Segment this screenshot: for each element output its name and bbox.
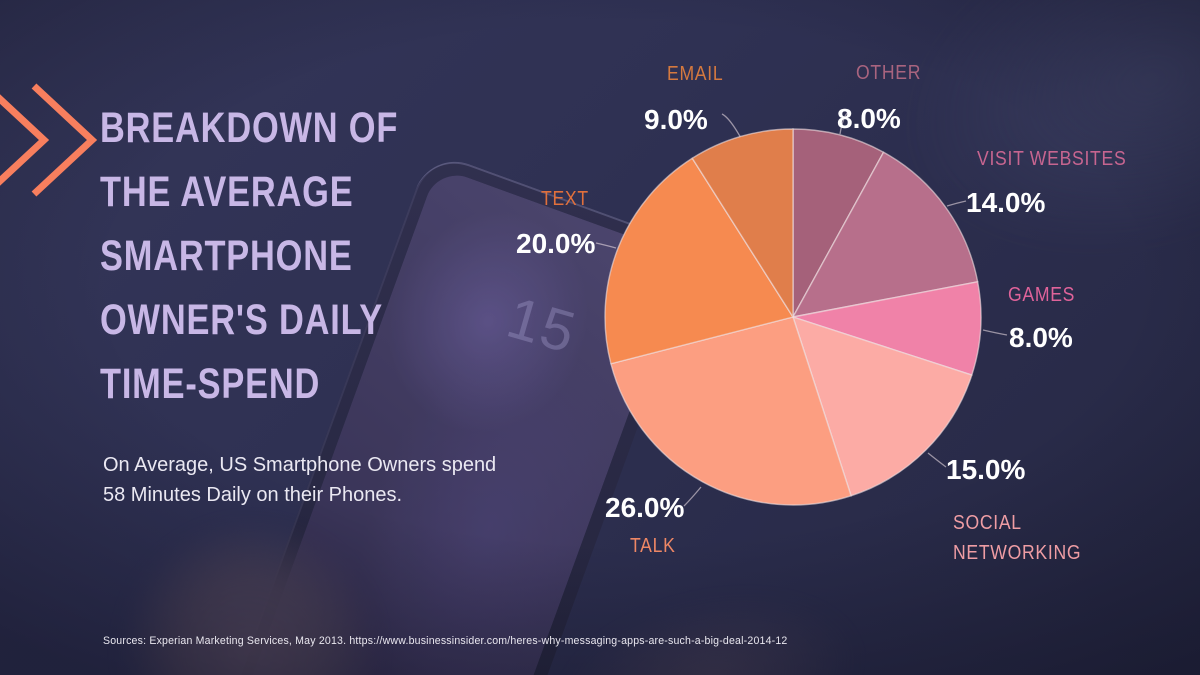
page-title: BREAKDOWN OF THE AVERAGE SMARTPHONE OWNE… [100,96,398,416]
title-line-4: OWNER'S DAILY [100,296,383,344]
subtitle-line-2: 58 Minutes Daily on their Phones. [103,484,403,506]
slice-label-social-networking: SOCIAL NETWORKING [953,512,1082,564]
title-line-2: THE AVERAGE [100,168,354,216]
leader-line-games [982,329,1008,336]
slice-value-games: 8.0% [1009,322,1073,353]
subtitle-line-1: On Average, US Smartphone Owners spend [103,454,497,476]
pie-slice-other [792,128,885,318]
slice-value-visit-websites: 14.0% [966,187,1046,218]
leader-line-social-networking [927,452,947,468]
title-line-5: TIME-SPEND [100,360,321,408]
pie-slice-social-networking [792,316,973,497]
slice-label-text: TEXT [541,188,589,210]
slice-label-visit-websites: VISIT WEBSITES [977,148,1127,170]
pie-slice-visit-websites [792,151,979,318]
pie-chart [604,128,982,506]
leader-line-other [839,110,850,135]
slice-value-other: 8.0% [837,103,901,134]
slice-value-talk: 26.0% [605,492,685,523]
slice-value-email: 9.0% [644,104,708,135]
slice-label-games: GAMES [1008,284,1076,306]
pie-slice-text [604,157,794,365]
leader-line-visit-websites [946,200,967,207]
title-line-1: BREAKDOWN OF [100,104,399,152]
slice-value-social-networking: 15.0% [946,454,1026,485]
slice-label-talk: TALK [630,535,676,557]
leader-line-talk [683,486,702,507]
slice-value-text: 20.0% [516,228,596,259]
slice-label-email: EMAIL [667,63,724,85]
pie-slice-talk [610,316,852,506]
source-note: Sources: Experian Marketing Services, Ma… [103,635,788,647]
title-line-3: SMARTPHONE [100,232,353,280]
chevron-icon [0,83,98,197]
pie-slice-games [792,281,982,376]
leader-line-text [595,242,617,249]
subtitle: On Average, US Smartphone Owners spend 5… [103,450,496,510]
slice-label-other: OTHER [856,62,922,84]
chevron-accent [0,80,110,205]
pie-slice-email [691,128,794,318]
